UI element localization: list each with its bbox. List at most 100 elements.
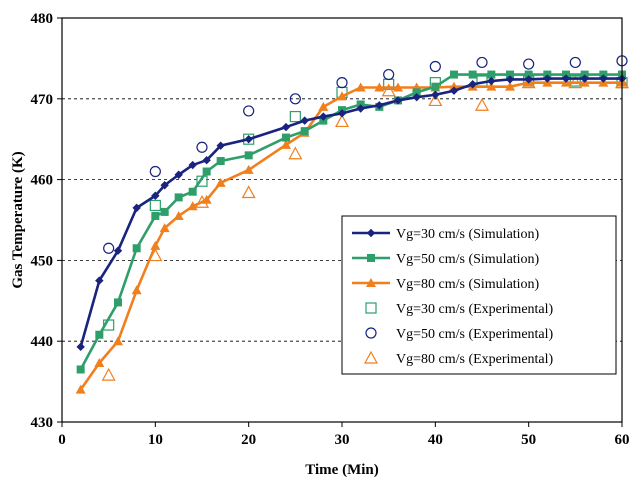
legend-marker xyxy=(366,228,376,238)
data-point xyxy=(188,160,197,170)
data-point xyxy=(474,98,490,111)
data-point xyxy=(318,101,329,111)
data-point xyxy=(375,101,384,110)
data-point xyxy=(241,185,256,199)
y-tick-label: 470 xyxy=(31,92,54,108)
data-point xyxy=(281,122,291,132)
data-point xyxy=(131,285,142,295)
data-point xyxy=(215,177,226,187)
data-point xyxy=(95,330,104,339)
y-tick-label: 480 xyxy=(31,11,54,27)
legend-item: Vg=50 cm/s (Experimental) xyxy=(365,327,554,342)
legend-marker xyxy=(367,254,375,262)
data-point xyxy=(103,242,115,254)
legend-item: Vg=30 cm/s (Experimental) xyxy=(365,302,554,317)
x-tick-label: 60 xyxy=(615,432,630,448)
data-point xyxy=(468,80,477,89)
data-point xyxy=(381,83,396,97)
data-point xyxy=(468,70,477,79)
data-point xyxy=(289,110,301,123)
data-point xyxy=(569,56,581,69)
data-point xyxy=(487,76,496,86)
y-tick-label: 460 xyxy=(31,173,54,189)
data-point xyxy=(383,68,395,81)
data-point xyxy=(174,170,183,179)
data-point xyxy=(174,193,183,202)
legend-item: Vg=30 cm/s (Simulation) xyxy=(352,227,540,242)
data-point xyxy=(431,82,440,91)
legend-label: Vg=50 cm/s (Experimental) xyxy=(396,327,554,342)
x-axis-title: Time (Min) xyxy=(305,462,378,478)
data-point xyxy=(216,141,225,150)
data-point xyxy=(431,90,440,99)
x-tick-label: 40 xyxy=(428,432,443,448)
data-point xyxy=(282,133,290,142)
legend-box xyxy=(341,215,617,375)
legend-label: Vg=30 cm/s (Experimental) xyxy=(396,302,554,317)
data-point xyxy=(288,146,303,160)
series-5 xyxy=(103,55,628,254)
axis-ticks: 430 440 450 460 470 480 0 10 20 30 40 50 60 xyxy=(31,11,630,448)
data-point xyxy=(393,82,403,92)
data-point xyxy=(356,104,365,113)
data-point xyxy=(196,141,208,153)
data-point xyxy=(449,81,459,91)
data-point xyxy=(599,74,608,83)
x-tick-label: 30 xyxy=(335,432,350,448)
data-point xyxy=(336,77,348,89)
legend: Vg=30 cm/s (Simulation) Vg=50 cm/s (Simul… xyxy=(341,215,617,375)
legend-item: Vg=80 cm/s (Simulation) xyxy=(352,277,540,292)
legend-label: Vg=30 cm/s (Simulation) xyxy=(396,227,540,242)
data-point xyxy=(188,187,197,196)
legend-marker xyxy=(365,302,377,314)
data-point xyxy=(201,194,212,204)
data-point xyxy=(486,81,497,91)
data-point xyxy=(289,93,301,105)
data-point xyxy=(355,82,366,92)
data-point xyxy=(187,201,198,211)
data-point xyxy=(505,75,515,84)
legend-label: Vg=80 cm/s (Experimental) xyxy=(396,352,554,367)
data-point xyxy=(76,365,85,374)
legend-label: Vg=80 cm/s (Simulation) xyxy=(396,277,540,292)
data-point xyxy=(337,109,347,118)
data-point xyxy=(244,135,253,144)
data-point xyxy=(506,70,514,79)
legend-marker xyxy=(366,278,376,287)
data-point xyxy=(476,56,488,69)
data-point xyxy=(244,151,253,160)
legend-marker xyxy=(365,327,377,339)
x-tick-label: 10 xyxy=(148,432,163,448)
data-point xyxy=(281,139,291,149)
data-point xyxy=(160,181,169,190)
data-point xyxy=(429,60,441,73)
x-tick-label: 0 xyxy=(58,432,66,448)
data-point xyxy=(149,199,161,212)
plot-series xyxy=(75,55,630,394)
data-point xyxy=(160,207,169,216)
data-point xyxy=(319,112,328,121)
data-point xyxy=(113,246,123,255)
data-point xyxy=(159,223,170,233)
data-point xyxy=(202,156,211,165)
data-point xyxy=(412,92,421,102)
data-point xyxy=(114,298,122,307)
data-point xyxy=(173,210,184,220)
data-point xyxy=(243,105,255,117)
data-point xyxy=(132,244,141,253)
data-point xyxy=(75,384,86,394)
data-point xyxy=(149,165,161,178)
data-point xyxy=(393,96,403,105)
legend-item: Vg=80 cm/s (Experimental) xyxy=(363,350,554,367)
y-tick-label: 450 xyxy=(31,253,54,269)
data-point xyxy=(412,88,421,97)
data-point xyxy=(101,367,116,381)
data-point xyxy=(543,74,552,83)
data-point xyxy=(151,191,160,200)
data-point xyxy=(580,74,589,83)
data-point xyxy=(243,164,254,174)
data-point xyxy=(337,91,347,101)
data-point xyxy=(524,70,533,79)
legend-item: Vg=50 cm/s (Simulation) xyxy=(352,252,540,267)
y-tick-label: 440 xyxy=(31,334,54,350)
